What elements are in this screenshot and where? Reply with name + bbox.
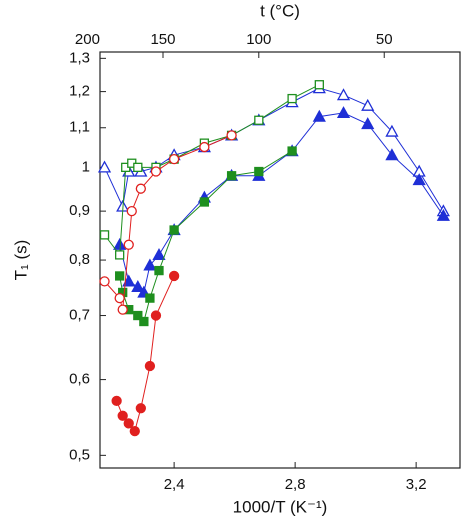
point [150, 310, 162, 321]
point [111, 395, 122, 407]
point [154, 265, 164, 276]
point [287, 93, 297, 104]
point [123, 239, 134, 250]
point [143, 258, 157, 271]
point [123, 418, 134, 429]
y-axis-label: T₁ (s) [11, 240, 30, 281]
point [314, 80, 324, 90]
point [131, 280, 145, 293]
point [385, 148, 399, 161]
point [150, 166, 162, 177]
top-axis-label: t (°C) [260, 1, 300, 20]
x-axis-label: 1000/T (K⁻¹) [233, 497, 328, 516]
y-tick-label: 0,7 [69, 307, 90, 324]
y-tick-label: 0,6 [69, 371, 90, 388]
point [135, 403, 146, 414]
point [199, 141, 210, 153]
point [145, 293, 155, 303]
point [199, 197, 210, 207]
point [122, 274, 136, 287]
y-tick-label: 1,1 [69, 119, 90, 136]
y-tick-label: 0,8 [69, 251, 90, 268]
point [133, 162, 143, 173]
y-tick-label: 0,9 [69, 202, 90, 219]
x-tick-label: 3,2 [406, 476, 427, 493]
y-tick-label: 0,5 [69, 446, 90, 463]
point [254, 166, 264, 177]
point [97, 160, 112, 173]
y-tick-label: 1 [82, 158, 90, 175]
point [254, 115, 264, 125]
point [114, 292, 125, 304]
point [226, 171, 237, 181]
series-line [104, 84, 320, 257]
point [133, 310, 143, 321]
point [99, 276, 110, 287]
point [115, 250, 125, 260]
point [169, 225, 179, 235]
point [126, 205, 137, 217]
point [117, 304, 128, 315]
point [115, 271, 125, 281]
point [152, 248, 166, 261]
series-line [104, 134, 232, 310]
point [144, 360, 156, 372]
point [226, 130, 237, 141]
y-tick-label: 1,2 [69, 83, 90, 100]
point [139, 316, 149, 327]
x-tick-label: 2,4 [164, 476, 185, 493]
point [361, 98, 375, 111]
top-tick-label: 100 [246, 31, 271, 48]
point [336, 88, 351, 101]
point [385, 124, 399, 137]
point [135, 183, 146, 194]
top-tick-label: 150 [150, 31, 175, 48]
point [168, 153, 180, 165]
x-tick-label: 2,8 [285, 476, 306, 493]
point [99, 230, 110, 240]
top-tick-label: 50 [376, 31, 393, 48]
y-tick-label: 1,3 [69, 49, 90, 66]
point [117, 410, 128, 421]
point [336, 106, 351, 119]
point [412, 173, 426, 186]
point [287, 146, 297, 156]
point [312, 109, 326, 122]
point [168, 270, 180, 282]
point [129, 425, 140, 437]
top-tick-label: 200 [75, 31, 100, 48]
series-line [119, 112, 444, 294]
point [436, 208, 450, 221]
point [361, 117, 375, 130]
